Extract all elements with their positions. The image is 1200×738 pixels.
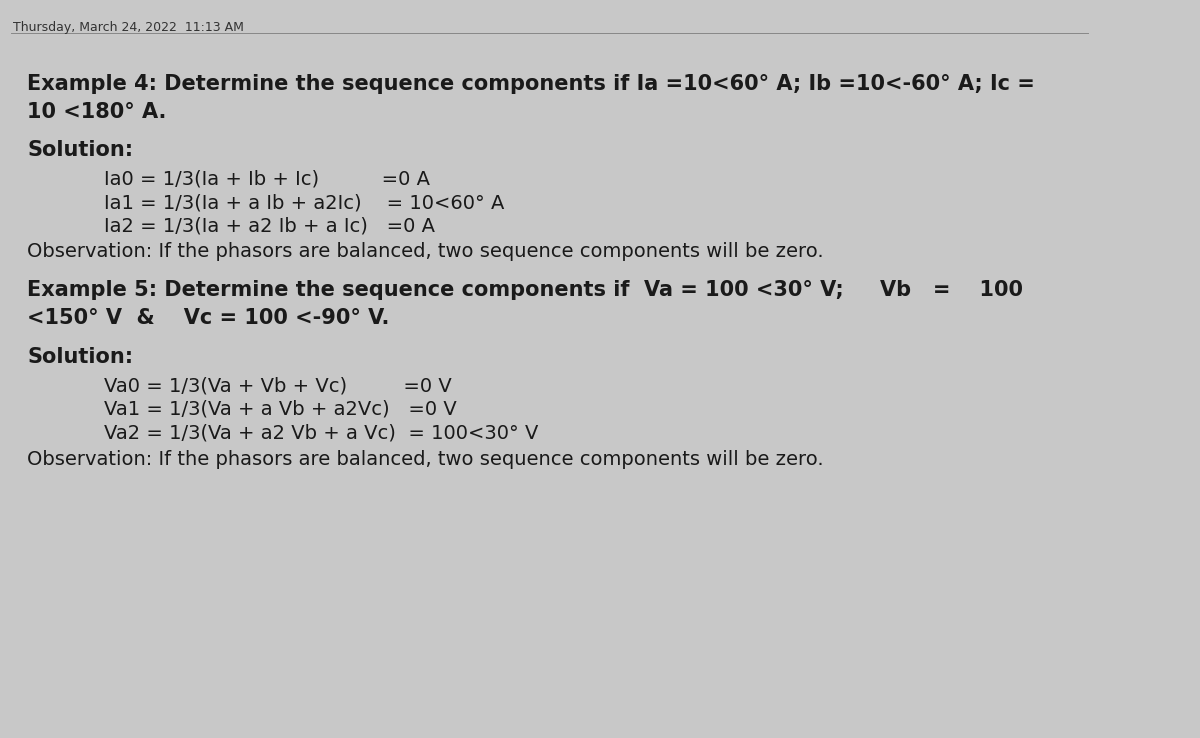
- Text: Thursday, March 24, 2022  11:13 AM: Thursday, March 24, 2022 11:13 AM: [13, 21, 244, 34]
- Text: Example 4: Determine the sequence components if Ia =10<60° A; Ib =10<-60° A; Ic : Example 4: Determine the sequence compon…: [28, 74, 1036, 94]
- Text: Va0 = 1/3(Va + Vb + Vc)         =0 V: Va0 = 1/3(Va + Vb + Vc) =0 V: [104, 376, 452, 396]
- Text: Va2 = 1/3(Va + a2 Vb + a Vc)  = 100<30° V: Va2 = 1/3(Va + a2 Vb + a Vc) = 100<30° V: [104, 424, 539, 443]
- Text: Example 5: Determine the sequence components if  Va = 100 <30° V;     Vb   =    : Example 5: Determine the sequence compon…: [28, 280, 1024, 300]
- Text: Observation: If the phasors are balanced, two sequence components will be zero.: Observation: If the phasors are balanced…: [28, 242, 824, 261]
- Text: Ia1 = 1/3(Ia + a Ib + a2Ic)    = 10<60° A: Ia1 = 1/3(Ia + a Ib + a2Ic) = 10<60° A: [104, 193, 505, 213]
- Text: Ia0 = 1/3(Ia + Ib + Ic)          =0 A: Ia0 = 1/3(Ia + Ib + Ic) =0 A: [104, 170, 431, 189]
- Text: Va1 = 1/3(Va + a Vb + a2Vc)   =0 V: Va1 = 1/3(Va + a Vb + a2Vc) =0 V: [104, 400, 457, 419]
- Text: Observation: If the phasors are balanced, two sequence components will be zero.: Observation: If the phasors are balanced…: [28, 450, 824, 469]
- Text: Solution:: Solution:: [28, 140, 133, 160]
- Text: <150° V  &    Vc = 100 <-90° V.: <150° V & Vc = 100 <-90° V.: [28, 308, 390, 328]
- Text: Ia2 = 1/3(Ia + a2 Ib + a Ic)   =0 A: Ia2 = 1/3(Ia + a2 Ib + a Ic) =0 A: [104, 217, 436, 236]
- Text: 10 <180° A.: 10 <180° A.: [28, 102, 167, 122]
- Text: Solution:: Solution:: [28, 347, 133, 367]
